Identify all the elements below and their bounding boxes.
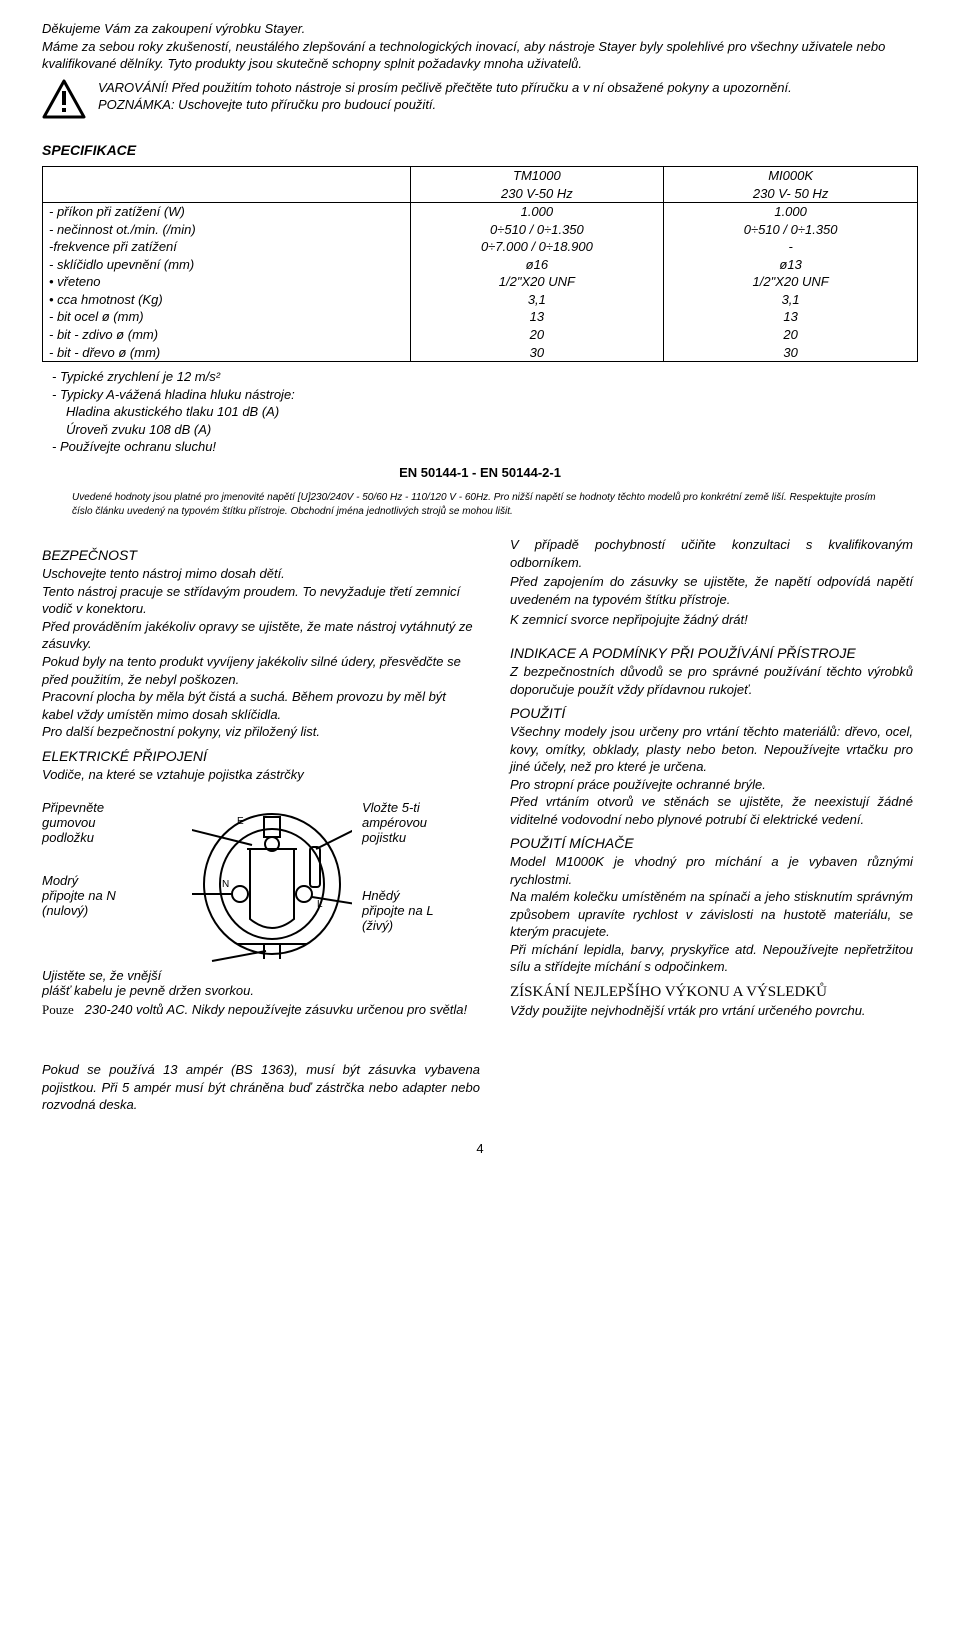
use-heading: POUŽITÍ <box>510 704 913 723</box>
spec-row-label: - nečinnost ot./min. (/min) <box>43 221 411 239</box>
svg-text:E: E <box>237 816 244 827</box>
spec-col-2: MI000K <box>664 167 918 185</box>
svg-text:L: L <box>317 899 323 910</box>
right-p2: Před zapojením do zásuvky se ujistěte, ž… <box>510 573 913 608</box>
indication-text: Z bezpečnostních důvodů se pro správné p… <box>510 663 913 698</box>
spec-foot-5: - Používejte ochranu sluchu! <box>52 438 918 456</box>
intro-block: Děkujeme Vám za zakoupení výrobku Stayer… <box>42 20 918 73</box>
spec-footer: - Typické zrychlení je 12 m/s² - Typicky… <box>42 368 918 456</box>
spec-row-label: • cca hmotnost (Kg) <box>43 291 411 309</box>
spec-heading: SPECIFIKACE <box>42 141 918 160</box>
spec-volt-1: 230 V-50 Hz <box>410 185 664 203</box>
intro-line-2: Máme za sebou roky zkušeností, neustáléh… <box>42 38 918 73</box>
safety-heading: BEZPEČNOST <box>42 546 480 565</box>
spec-row-label: • vřeteno <box>43 273 411 291</box>
warning-line-1: VAROVÁNÍ! Před použitím tohoto nástroje … <box>98 79 918 97</box>
en-standards: EN 50144-1 - EN 50144-2-1 <box>42 464 918 482</box>
spec-row-label: - příkon při zatížení (W) <box>43 203 411 221</box>
spec-table: TM1000 MI000K 230 V-50 Hz 230 V- 50 Hz -… <box>42 166 918 362</box>
page-number: 4 <box>42 1140 918 1158</box>
mixer-text: Model M1000K je vhodný pro míchání a je … <box>510 853 913 976</box>
plug-label-live: Hnědýpřipojte na L(živý) <box>362 889 434 934</box>
fuse-paragraph: Pokud se používá 13 ampér (BS 1363), mus… <box>42 1061 480 1114</box>
warning-block: VAROVÁNÍ! Před použitím tohoto nástroje … <box>42 79 918 124</box>
spec-row-label: - bit - zdivo ø (mm) <box>43 326 411 344</box>
indication-heading: INDIKACE A PODMÍNKY PŘI POUŽÍVÁNÍ PŘÍSTR… <box>510 644 913 663</box>
spec-row-label: - bit ocel ø (mm) <box>43 308 411 326</box>
spec-row-label: - sklíčidlo upevnění (mm) <box>43 256 411 274</box>
left-column: BEZPEČNOST Uschovejte tento nástroj mimo… <box>42 536 480 1113</box>
spec-foot-1: - Typické zrychlení je 12 m/s² <box>52 368 918 386</box>
spec-foot-2: - Typicky A-vážená hladina hluku nástroj… <box>52 386 918 404</box>
spec-row-label: - bit - dřevo ø (mm) <box>43 344 411 362</box>
use-text: Všechny modely jsou určeny pro vrtání tě… <box>510 723 913 828</box>
plug-label-sheath: Ujistěte se, že vnější plášť kabelu je p… <box>42 969 254 999</box>
spec-col-1: TM1000 <box>410 167 664 185</box>
spec-volt-2: 230 V- 50 Hz <box>664 185 918 203</box>
svg-text:N: N <box>222 879 229 890</box>
spec-foot-4: Úroveň zvuku 108 dB (A) <box>52 421 918 439</box>
elec-text: Vodiče, na které se vztahuje pojistka zá… <box>42 766 480 784</box>
right-p3: K zemnicí svorce nepřipojujte žádný drát… <box>510 611 913 629</box>
small-note: Uvedené hodnoty jsou platné pro jmenovit… <box>72 491 888 518</box>
warning-icon <box>42 79 86 124</box>
plug-svg-icon: E N L <box>192 799 352 969</box>
best-text: Vždy použijte nejvhodnější vrták pro vrt… <box>510 1002 913 1020</box>
plug-voltage-note: Pouze 230-240 voltů AC. Nikdy nepoužívej… <box>42 1003 480 1018</box>
plug-label-neutral: Modrýpřipojte na N(nulový) <box>42 874 116 919</box>
spec-row-label: -frekvence při zatížení <box>43 238 411 256</box>
warning-text: VAROVÁNÍ! Před použitím tohoto nástroje … <box>98 79 918 124</box>
two-columns: BEZPEČNOST Uschovejte tento nástroj mimo… <box>42 536 918 1113</box>
best-heading: ZÍSKÁNÍ NEJLEPŠÍHO VÝKONU A VÝSLEDKŮ <box>510 982 913 1002</box>
plug-label-grommet: Připevnětegumovoupodložku <box>42 801 104 846</box>
safety-text: Uschovejte tento nástroj mimo dosah dětí… <box>42 565 480 740</box>
intro-line-1: Děkujeme Vám za zakoupení výrobku Stayer… <box>42 20 918 38</box>
plug-label-fuse: Vložte 5-tiampérovoupojistku <box>362 801 427 846</box>
mixer-heading: POUŽITÍ MÍCHAČE <box>510 834 913 853</box>
right-column: V případě pochybností učiňte konzultaci … <box>510 536 913 1113</box>
spec-foot-3: Hladina akustického tlaku 101 dB (A) <box>52 403 918 421</box>
elec-heading: ELEKTRICKÉ PŘIPOJENÍ <box>42 747 480 766</box>
plug-figure: E N L Připevnětegumovoupodložku Modrýpři… <box>42 789 480 1039</box>
right-p1: V případě pochybností učiňte konzultaci … <box>510 536 913 571</box>
warning-line-2: POZNÁMKA: Uschovejte tuto příručku pro b… <box>98 96 918 114</box>
